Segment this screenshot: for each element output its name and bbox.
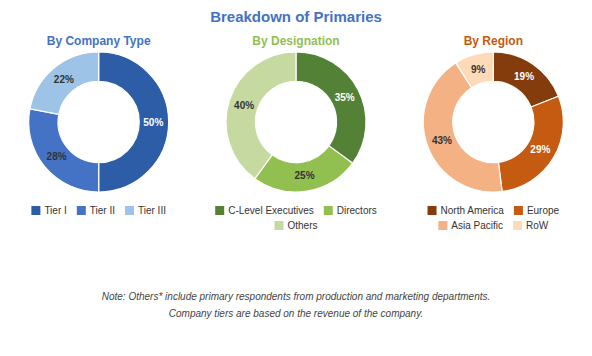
data-label: 43% — [432, 135, 452, 146]
slice — [498, 96, 563, 191]
legend-label: Tier I — [44, 205, 66, 216]
legend-label: North America — [441, 205, 505, 216]
slices — [226, 52, 366, 192]
legend-item: Tier II — [77, 205, 115, 216]
chart-title: By Designation — [252, 34, 339, 48]
legend-item: Directors — [324, 205, 377, 216]
data-label: 29% — [530, 144, 550, 155]
data-label: 40% — [234, 100, 254, 111]
data-label: 50% — [143, 117, 163, 128]
donut-chart: By Region 19% 29% 43% 9% North America Europe A… — [423, 34, 563, 231]
legend-item: Others — [274, 220, 317, 231]
legend-item: Asia Pacific — [438, 220, 503, 231]
data-label: 19% — [514, 71, 534, 82]
slice — [296, 52, 366, 163]
data-labels: 50% 28% 22% — [47, 74, 164, 162]
legend-swatch — [438, 221, 447, 230]
chart: Breakdown of Primaries By Company Type 50%… — [0, 0, 592, 356]
legend-swatch — [513, 221, 522, 230]
chart-title: By Company Type — [47, 34, 151, 48]
data-label: 22% — [54, 74, 74, 85]
legend-item: Europe — [514, 205, 560, 216]
data-labels: 35% 25% 40% — [234, 92, 355, 182]
donut-chart: By Designation 35% 25% 40% C-Level Executive… — [215, 34, 377, 231]
data-labels: 19% 29% 43% 9% — [432, 64, 550, 155]
legend-label: Directors — [337, 205, 377, 216]
slice — [99, 52, 169, 192]
legend-label: RoW — [526, 220, 549, 231]
data-label: 25% — [295, 170, 315, 181]
slice — [226, 52, 296, 179]
slice — [493, 52, 558, 107]
donut-chart: By Company Type50%28%22%Tier ITier IITie… — [29, 34, 169, 216]
legend: North America Europe Asia Pacific RoW — [428, 205, 560, 231]
legend-label: Europe — [527, 205, 560, 216]
legend-item: Tier III — [125, 205, 166, 216]
note: Company tiers are based on the revenue o… — [169, 308, 423, 319]
legend-label: Tier II — [90, 205, 115, 216]
legend-swatch — [125, 206, 134, 215]
slice — [423, 63, 502, 192]
chart-title: By Region — [464, 34, 523, 48]
slice — [456, 52, 494, 88]
title: Breakdown of Primaries — [210, 8, 382, 25]
legend-item: C-Level Executives — [215, 205, 314, 216]
legend-item: Tier I — [31, 205, 66, 216]
legend-swatch — [428, 206, 437, 215]
slices — [423, 52, 563, 192]
legend-swatch — [77, 206, 86, 215]
slice — [30, 52, 99, 114]
legend-swatch — [274, 221, 283, 230]
legend-swatch — [514, 206, 523, 215]
legend-label: C-Level Executives — [228, 205, 314, 216]
legend-item: RoW — [513, 220, 549, 231]
legend-swatch — [31, 206, 40, 215]
note: Note: Others* include primary respondent… — [102, 291, 491, 302]
data-label: 28% — [47, 151, 67, 162]
data-label: 35% — [335, 92, 355, 103]
slice — [29, 109, 99, 192]
legend: C-Level Executives Directors Others — [215, 205, 377, 231]
legend-label: Others — [287, 220, 317, 231]
data-label: 9% — [471, 64, 486, 75]
legend-swatch — [215, 206, 224, 215]
legend-swatch — [324, 206, 333, 215]
slices — [29, 52, 169, 192]
legend-label: Tier III — [138, 205, 166, 216]
legend-label: Asia Pacific — [451, 220, 503, 231]
legend-item: North America — [428, 205, 505, 216]
legend: Tier I Tier II Tier III — [31, 205, 166, 216]
